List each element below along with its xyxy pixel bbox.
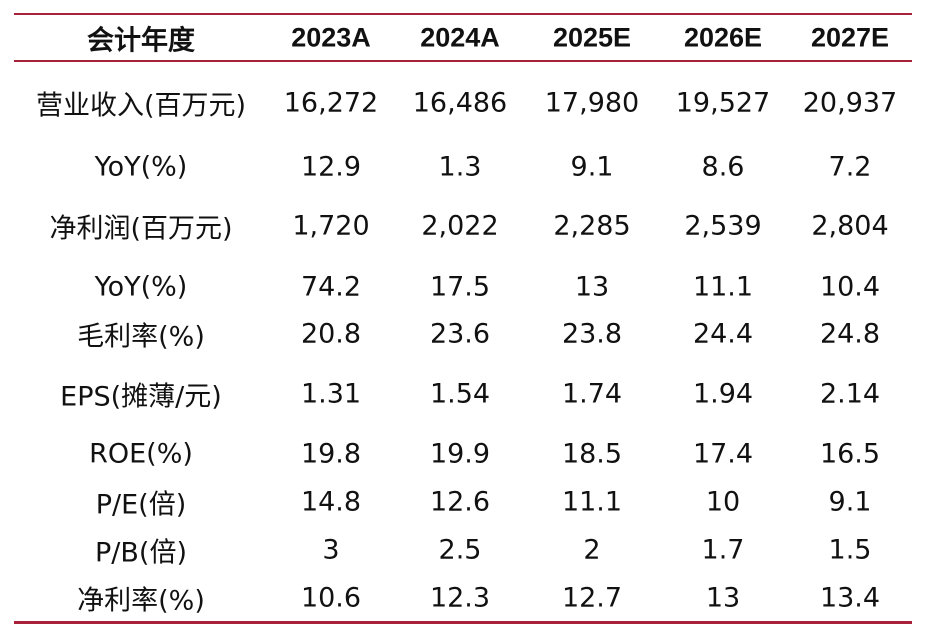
table-cell: 16.5 bbox=[819, 438, 881, 470]
row-label: YoY(%) bbox=[94, 151, 188, 183]
table-cell: 8.6 bbox=[701, 151, 745, 183]
row-label: 净利率(%) bbox=[77, 585, 205, 617]
table-cell: 12.7 bbox=[561, 582, 623, 614]
table-cell: 14.8 bbox=[300, 486, 362, 518]
table-top-rule bbox=[14, 13, 912, 15]
table-cell: 18.5 bbox=[561, 438, 623, 470]
table-bottom-rule bbox=[14, 621, 912, 624]
header-year-2024a: 2024A bbox=[420, 22, 500, 53]
table-cell: 1,720 bbox=[292, 210, 370, 242]
table-cell: 10.6 bbox=[300, 582, 362, 614]
row-label: P/B(倍) bbox=[95, 537, 187, 569]
table-cell: 9.1 bbox=[828, 486, 872, 518]
table-cell: 1.5 bbox=[828, 534, 872, 566]
table-cell: 1.3 bbox=[438, 151, 482, 183]
table-cell: 2,539 bbox=[684, 210, 762, 242]
table-cell: 19.8 bbox=[300, 438, 362, 470]
table-cell: 2,022 bbox=[421, 210, 499, 242]
table-cell: 2.14 bbox=[819, 378, 881, 410]
table-cell: 12.9 bbox=[300, 151, 362, 183]
table-cell: 10.4 bbox=[819, 271, 881, 303]
table-cell: 17,980 bbox=[544, 87, 640, 119]
table-cell: 24.8 bbox=[819, 318, 881, 350]
table-cell: 2.5 bbox=[438, 534, 482, 566]
row-label: ROE(%) bbox=[89, 438, 193, 470]
table-cell: 74.2 bbox=[300, 271, 362, 303]
table-cell: 17.4 bbox=[692, 438, 754, 470]
table-cell: 3 bbox=[322, 534, 340, 566]
table-cell: 1.54 bbox=[429, 378, 491, 410]
table-cell: 23.6 bbox=[429, 318, 491, 350]
row-label: P/E(倍) bbox=[95, 489, 187, 521]
table-cell: 19,527 bbox=[675, 87, 771, 119]
table-cell: 16,486 bbox=[412, 87, 508, 119]
header-year-2025e: 2025E bbox=[552, 22, 632, 53]
table-cell: 19.9 bbox=[429, 438, 491, 470]
header-year-2027e: 2027E bbox=[810, 22, 890, 53]
table-cell: 24.4 bbox=[692, 318, 754, 350]
header-year-2023a: 2023A bbox=[291, 22, 371, 53]
table-cell: 12.6 bbox=[429, 486, 491, 518]
table-cell: 20.8 bbox=[300, 318, 362, 350]
table-cell: 13 bbox=[574, 271, 610, 303]
header-year-2026e: 2026E bbox=[683, 22, 763, 53]
row-label: EPS(摊薄/元) bbox=[60, 381, 222, 413]
table-cell: 12.3 bbox=[429, 582, 491, 614]
table-cell: 17.5 bbox=[429, 271, 491, 303]
table-cell: 11.1 bbox=[692, 271, 754, 303]
table-cell: 1.94 bbox=[692, 378, 754, 410]
table-cell: 20,937 bbox=[802, 87, 898, 119]
table-cell: 7.2 bbox=[828, 151, 872, 183]
table-cell: 2 bbox=[583, 534, 601, 566]
table-cell: 11.1 bbox=[561, 486, 623, 518]
table-cell: 2,804 bbox=[811, 210, 889, 242]
table-cell: 9.1 bbox=[570, 151, 614, 183]
table-header: 会计年度 2023A 2024A 2025E 2026E 2027E bbox=[14, 16, 912, 60]
row-label: 营业收入(百万元) bbox=[35, 90, 247, 122]
table-header-rule bbox=[14, 60, 912, 62]
table-cell: 10 bbox=[705, 486, 741, 518]
header-label-fiscal-year: 会计年度 bbox=[87, 25, 195, 56]
table-cell: 1.7 bbox=[701, 534, 745, 566]
table-cell: 13 bbox=[705, 582, 741, 614]
table-cell: 1.74 bbox=[561, 378, 623, 410]
row-label: YoY(%) bbox=[94, 271, 188, 303]
table-cell: 13.4 bbox=[819, 582, 881, 614]
table-cell: 1.31 bbox=[300, 378, 362, 410]
table-cell: 2,285 bbox=[553, 210, 631, 242]
row-label: 净利润(百万元) bbox=[49, 213, 233, 245]
row-label: 毛利率(%) bbox=[77, 321, 205, 353]
table-cell: 16,272 bbox=[283, 87, 379, 119]
table-cell: 23.8 bbox=[561, 318, 623, 350]
